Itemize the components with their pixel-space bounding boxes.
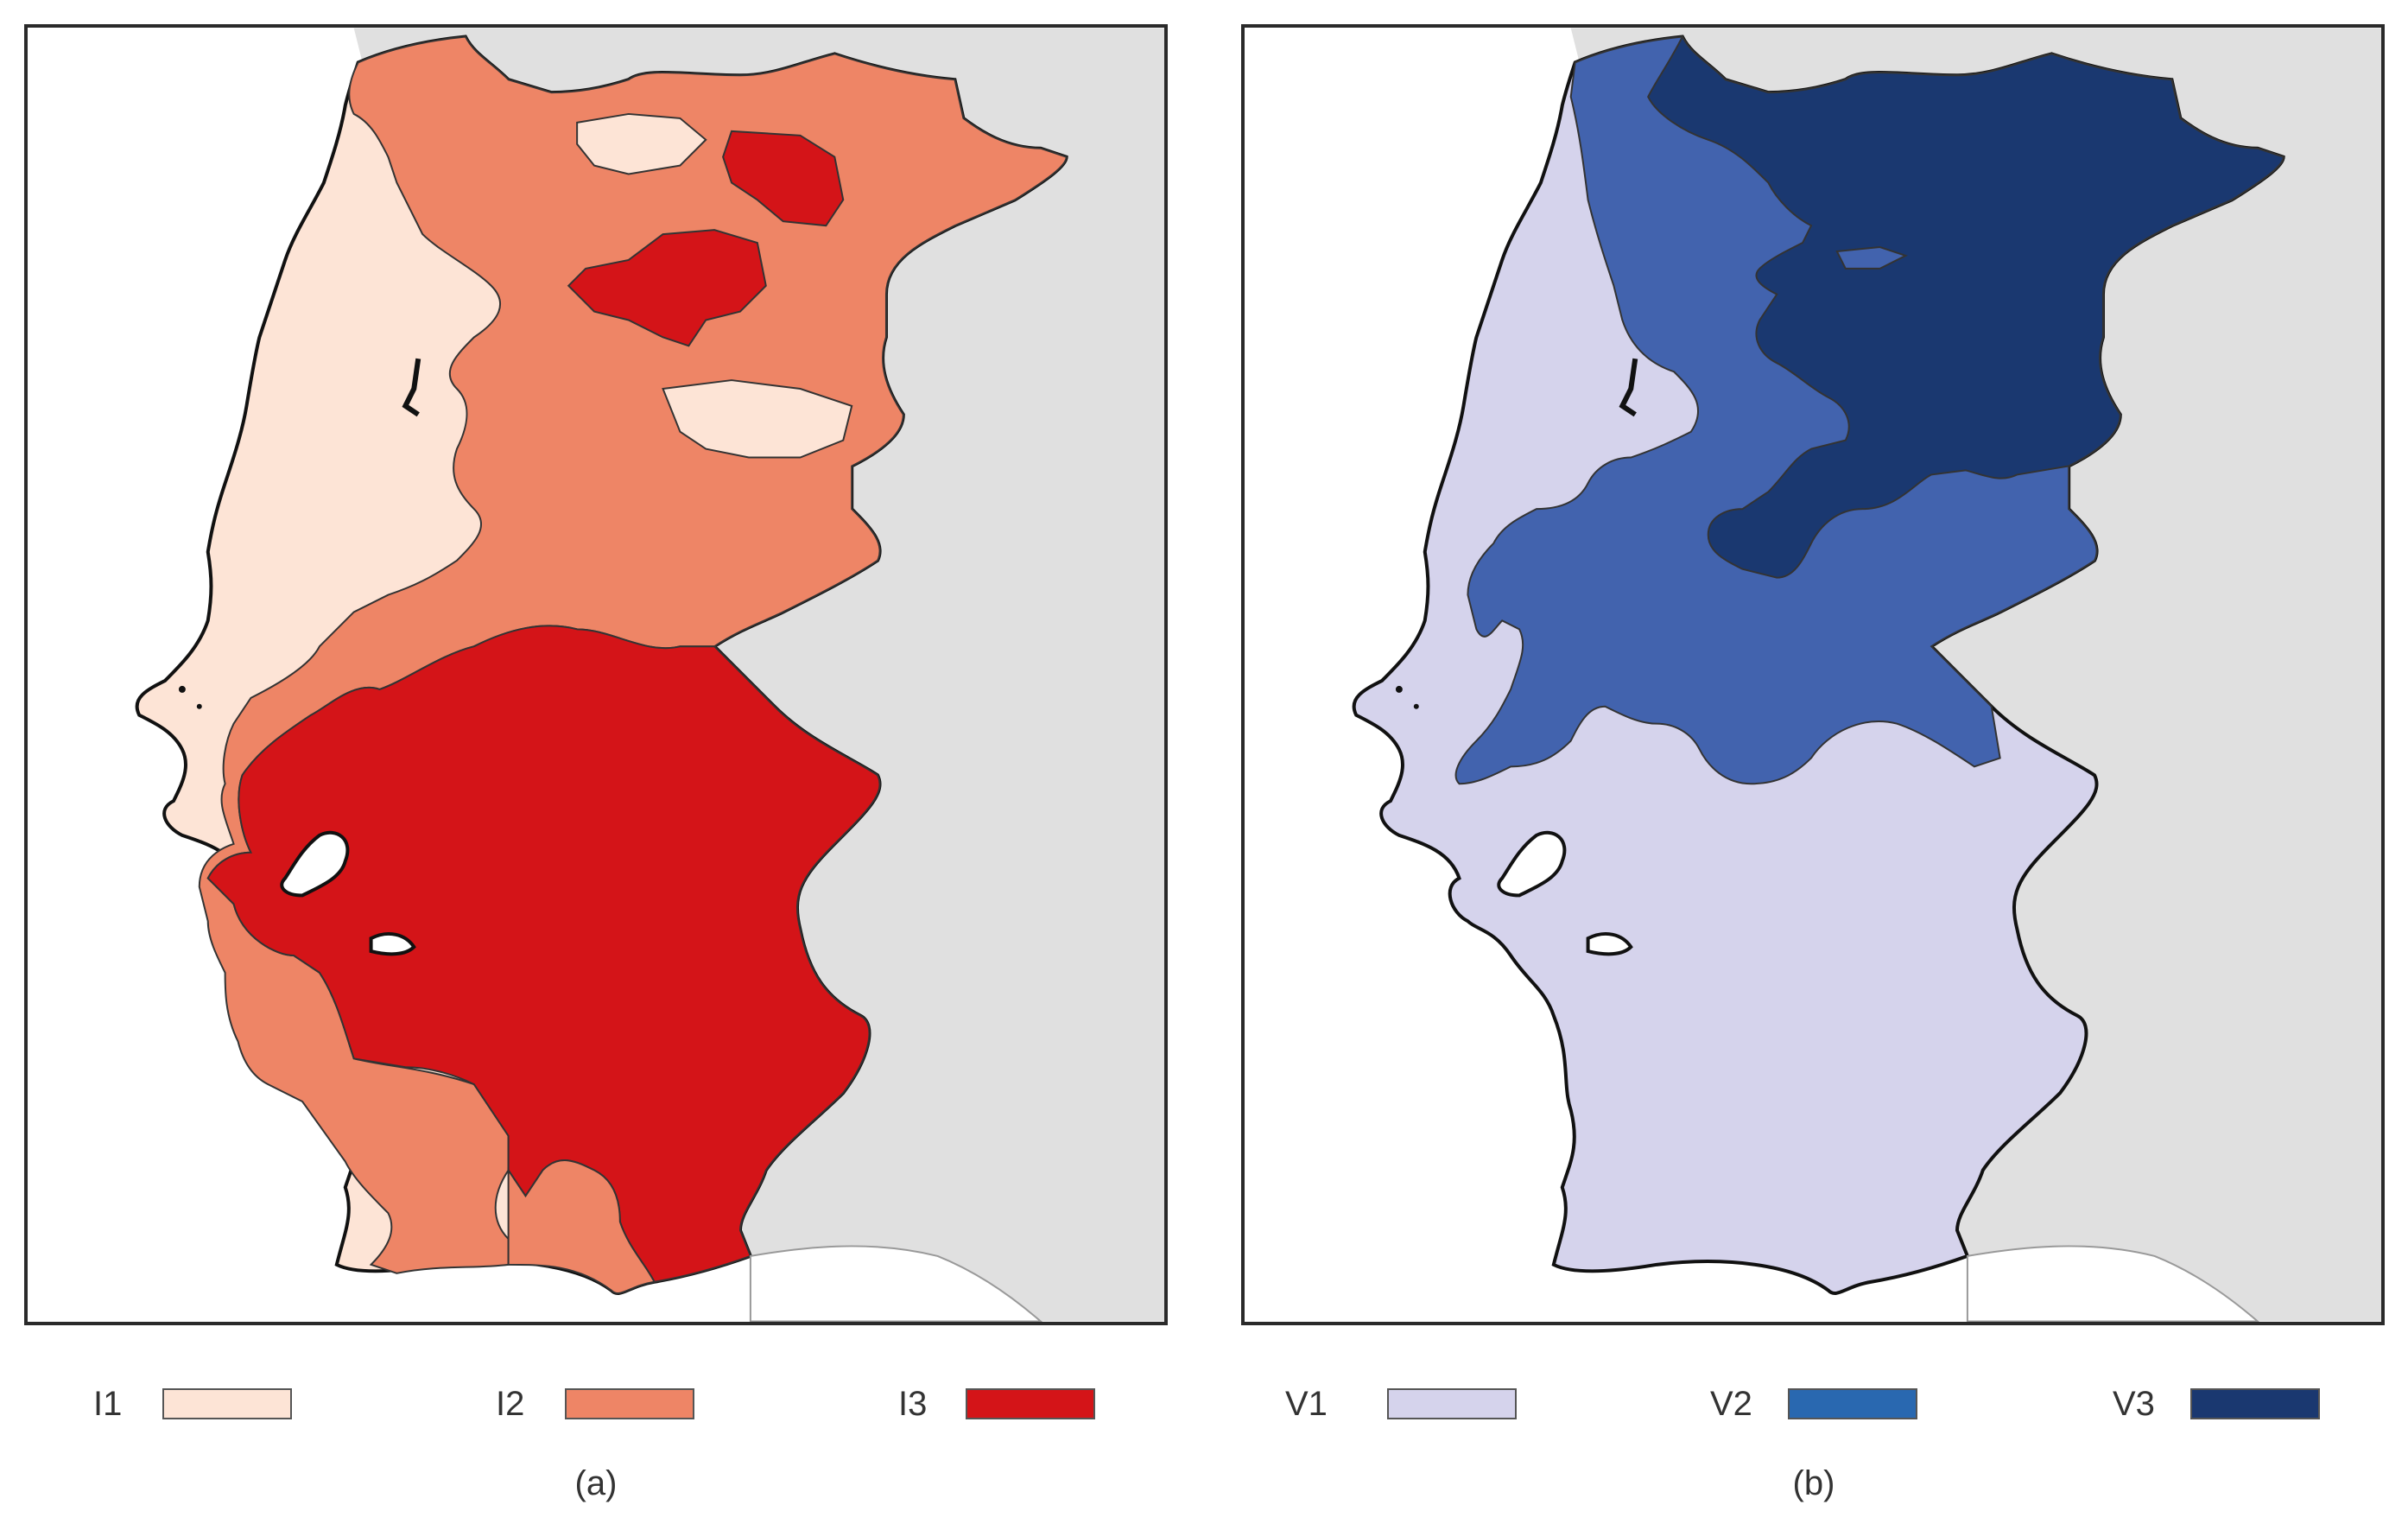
island-a-1 [178, 685, 186, 693]
legend-a-label-3: I3 [898, 1385, 928, 1423]
region-i1-north-2 [662, 379, 853, 459]
legend-b-swatch-2 [1788, 1388, 1917, 1419]
map-panel-b [1241, 24, 2385, 1325]
neighbor-land-b [1570, 28, 2381, 1322]
tagus-estuary-b [1497, 830, 1567, 898]
aveiro-lagoon-b [1619, 358, 1638, 417]
legend-b-swatch-1 [1387, 1388, 1517, 1419]
legend-a-label-2: I2 [496, 1385, 525, 1423]
legend-b-label-3: V3 [2113, 1385, 2155, 1423]
region-i3-north-2 [567, 229, 767, 347]
legend-b-label-2: V2 [1710, 1385, 1752, 1423]
legend-a-swatch-1 [162, 1388, 292, 1419]
legend-b-swatch-3 [2190, 1388, 2320, 1419]
region-i1-north-1 [576, 112, 707, 175]
island-b-2 [1413, 703, 1419, 709]
sea-south-a [749, 1245, 1043, 1322]
map-panel-a [24, 24, 1168, 1325]
legend-a: I1 I2 I3 [0, 1385, 1204, 1423]
aveiro-lagoon-a [402, 358, 421, 417]
region-i3-north-1 [722, 130, 845, 227]
region-i2-south-coast [507, 1159, 656, 1294]
legend-a-swatch-3 [966, 1388, 1095, 1419]
map-a-svg [135, 28, 1164, 1322]
sado-estuary-b [1586, 932, 1633, 956]
sado-estuary-a [369, 932, 416, 956]
legend-a-swatch-2 [565, 1388, 694, 1419]
tagus-estuary-a [280, 830, 350, 898]
caption-b: (b) [1792, 1464, 1835, 1502]
sea-south-b [1966, 1245, 2260, 1322]
neighbor-land-a [353, 28, 1164, 1322]
region-v2-hole [1835, 245, 1908, 270]
legend-b: V1 V2 V3 [0, 1385, 2408, 1423]
legend-a-label-1: I1 [93, 1385, 123, 1423]
island-b-1 [1395, 685, 1403, 693]
map-b-svg [1352, 28, 2381, 1322]
caption-a: (a) [574, 1464, 618, 1502]
island-a-2 [196, 703, 202, 709]
legend-b-label-1: V1 [1285, 1385, 1328, 1423]
region-v3 [1647, 35, 2284, 579]
